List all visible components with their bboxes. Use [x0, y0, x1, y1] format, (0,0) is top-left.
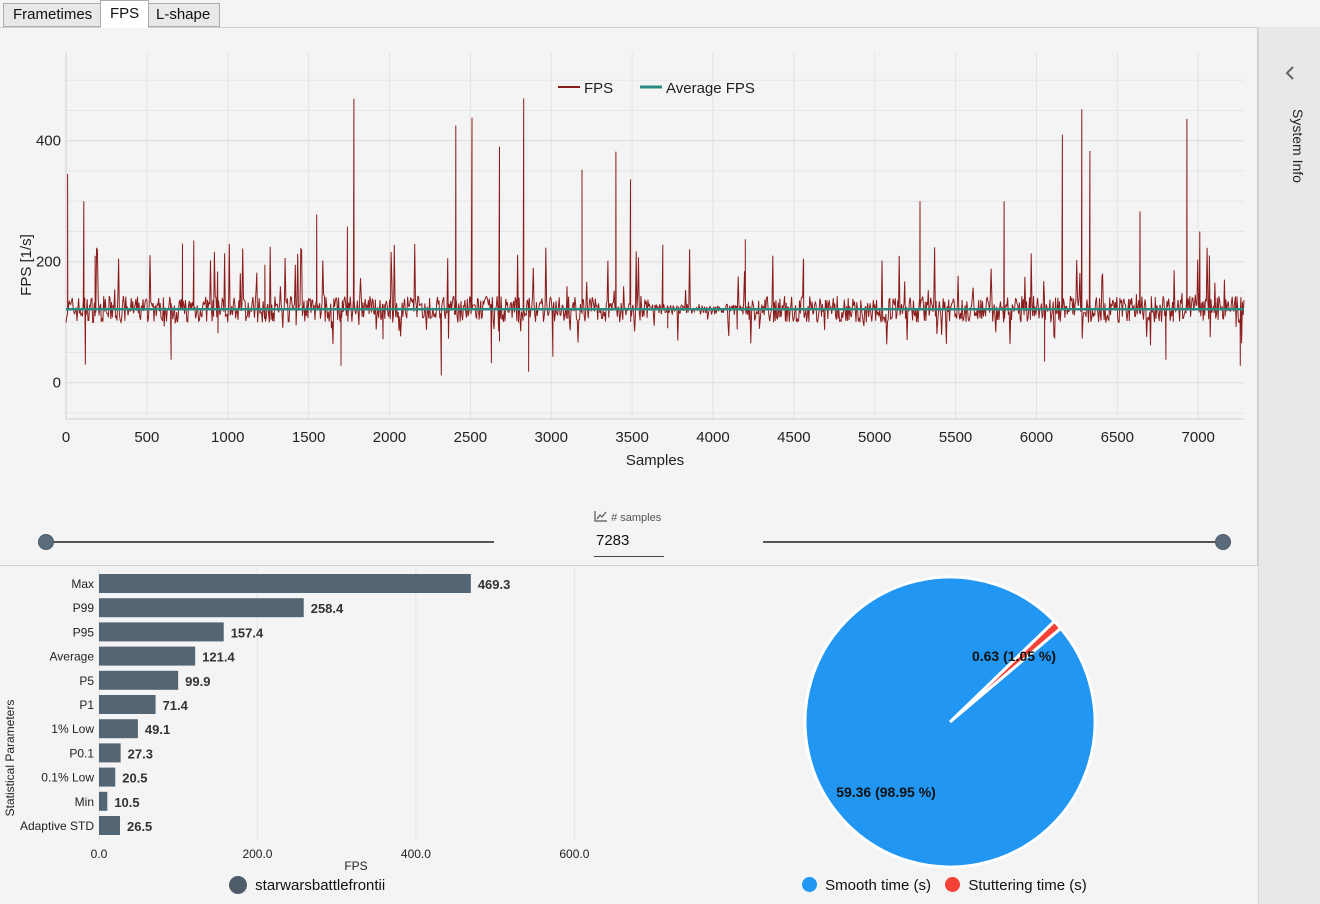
- fps-chart-panel: 0 500 1000 1500 2000 2500 3000 3500 4000 4500 5000…: [0, 27, 1258, 566]
- bar-0: [99, 574, 471, 593]
- bar-category-label: P95: [73, 625, 95, 639]
- pie-legend-stuttering-label: Stuttering time (s): [968, 877, 1087, 894]
- pie-legend: Smooth time (s) Stuttering time (s): [802, 877, 1087, 894]
- bar-value-label: 20.5: [122, 771, 147, 786]
- bar-category-label: Max: [71, 577, 94, 591]
- fps-series-line: [65, 98, 1245, 376]
- bar-category-label: P5: [79, 674, 94, 688]
- pie-label-stuttering: 0.63 (1.05 %): [972, 648, 1056, 664]
- fps-x-tick-label: 1000: [211, 429, 244, 446]
- stutter-pie-chart: 59.36 (98.95 %) 0.63 (1.05 %): [803, 575, 1097, 869]
- bar-x-tick-label: 400.0: [401, 847, 431, 861]
- fps-x-tick-label: 3000: [535, 429, 568, 446]
- bar-6: [99, 719, 138, 739]
- bar-category-label: P99: [73, 601, 95, 615]
- tab-frametimes[interactable]: Frametimes: [3, 3, 103, 27]
- bar-value-label: 71.4: [163, 698, 189, 713]
- bar-value-label: 157.4: [231, 625, 264, 640]
- bar-1: [99, 598, 304, 618]
- fps-x-tick-label: 3500: [615, 429, 648, 446]
- pie-legend-stuttering-dot: [945, 877, 961, 892]
- fps-x-tick-label: 5500: [939, 429, 972, 446]
- pie-slice-smooth: [803, 575, 1097, 869]
- system-info-label: System Info: [1290, 109, 1306, 183]
- fps-plot-area: [66, 53, 1244, 419]
- fps-line-chart: 0 500 1000 1500 2000 2500 3000 3500 4000 4500 5000…: [18, 53, 1245, 469]
- range-slider-left-track[interactable]: [46, 541, 494, 543]
- bar-category-label: P0.1: [69, 746, 94, 760]
- fps-x-tick-label: 4500: [777, 429, 810, 446]
- tab-bar: Frametimes FPS L-shape: [0, 0, 1258, 28]
- fps-x-tick-label: 5000: [858, 429, 891, 446]
- samples-caption-text: # samples: [611, 512, 662, 524]
- bar-value-label: 49.1: [145, 722, 170, 737]
- bar-legend-label: starwarsbattlefrontii: [255, 877, 386, 894]
- bar-category-label: Average: [50, 650, 95, 664]
- bar-value-label: 10.5: [114, 795, 139, 810]
- fps-y-tick-label: 200: [36, 254, 61, 271]
- bar-10: [99, 816, 120, 835]
- fps-x-tick-label: 2000: [373, 429, 406, 446]
- bar-value-label: 258.4: [311, 601, 344, 616]
- pie-label-smooth: 59.36 (98.95 %): [836, 784, 936, 800]
- samples-input[interactable]: 7283: [596, 532, 630, 549]
- samples-field[interactable]: # samples 7283: [594, 511, 664, 558]
- fps-x-tick-label: 6000: [1020, 429, 1053, 446]
- line-chart-icon: [594, 511, 607, 522]
- fps-y-tick-label: 400: [36, 133, 61, 150]
- bar-x-tick-label: 600.0: [559, 847, 589, 861]
- legend-average-fps-label: Average FPS: [666, 80, 755, 97]
- fps-x-tick-label: 6500: [1101, 429, 1134, 446]
- bar-category-label: Min: [75, 795, 94, 809]
- samples-input-underline: [594, 556, 664, 557]
- system-info-panel[interactable]: System Info: [1258, 27, 1320, 904]
- pie-legend-smooth-dot: [802, 877, 817, 892]
- bar-value-label: 469.3: [478, 577, 511, 592]
- fps-y-tick-label: 0: [53, 375, 61, 392]
- statistics-bar-chart-panel: Max P99 P95 Average P5 P1 1% Low P0.1 0.1% Low Mi…: [0, 566, 660, 904]
- chevron-left-icon[interactable]: [1281, 61, 1299, 85]
- bar-value-label: 121.4: [202, 650, 235, 665]
- bar-legend: starwarsbattlefrontii: [229, 876, 385, 894]
- samples-caption: # samples: [594, 511, 661, 524]
- fps-x-tick-label: 2500: [454, 429, 487, 446]
- range-slider-right-track[interactable]: [763, 541, 1223, 543]
- bar-x-tick-label: 200.0: [242, 847, 272, 861]
- tab-fps[interactable]: FPS: [100, 0, 150, 28]
- fps-x-tick-label: 0: [62, 429, 70, 446]
- bar-4: [99, 670, 179, 690]
- bar-3: [99, 646, 196, 666]
- range-slider-start-thumb[interactable]: [38, 534, 54, 550]
- fps-x-tick-label: 1500: [292, 429, 325, 446]
- bar-y-axis-label: Statistical Parameters: [3, 700, 17, 817]
- bar-9: [99, 791, 108, 811]
- statistics-bar-chart: Max P99 P95 Average P5 P1 1% Low P0.1 0.1% Low Mi…: [3, 568, 590, 873]
- bar-legend-dot: [229, 876, 247, 894]
- fps-y-axis-label: FPS [1/s]: [18, 234, 35, 296]
- fps-x-tick-label: 500: [134, 429, 159, 446]
- bar-value-label: 26.5: [127, 819, 152, 834]
- bar-5: [99, 695, 156, 714]
- bar-x-tick-label: 0.0: [91, 847, 108, 861]
- bar-category-label: Adaptive STD: [20, 819, 94, 833]
- bar-x-axis-label: FPS: [344, 859, 367, 873]
- fps-x-axis-label: Samples: [626, 452, 684, 469]
- range-slider-end-thumb[interactable]: [1215, 534, 1231, 550]
- bar-category-label: 0.1% Low: [41, 771, 94, 785]
- bar-7: [99, 743, 121, 763]
- pie-legend-smooth-label: Smooth time (s): [825, 877, 932, 894]
- legend-fps-label: FPS: [584, 80, 613, 97]
- bar-value-label: 99.9: [185, 674, 210, 689]
- bar-category-label: P1: [79, 698, 94, 712]
- bar-2: [99, 622, 224, 642]
- bar-category-label: 1% Low: [51, 722, 94, 736]
- bar-8: [99, 767, 116, 787]
- fps-x-tick-label: 7000: [1182, 429, 1215, 446]
- fps-x-tick-label: 4000: [696, 429, 729, 446]
- bar-value-label: 27.3: [128, 746, 153, 761]
- tab-l-shape[interactable]: L-shape: [146, 3, 221, 27]
